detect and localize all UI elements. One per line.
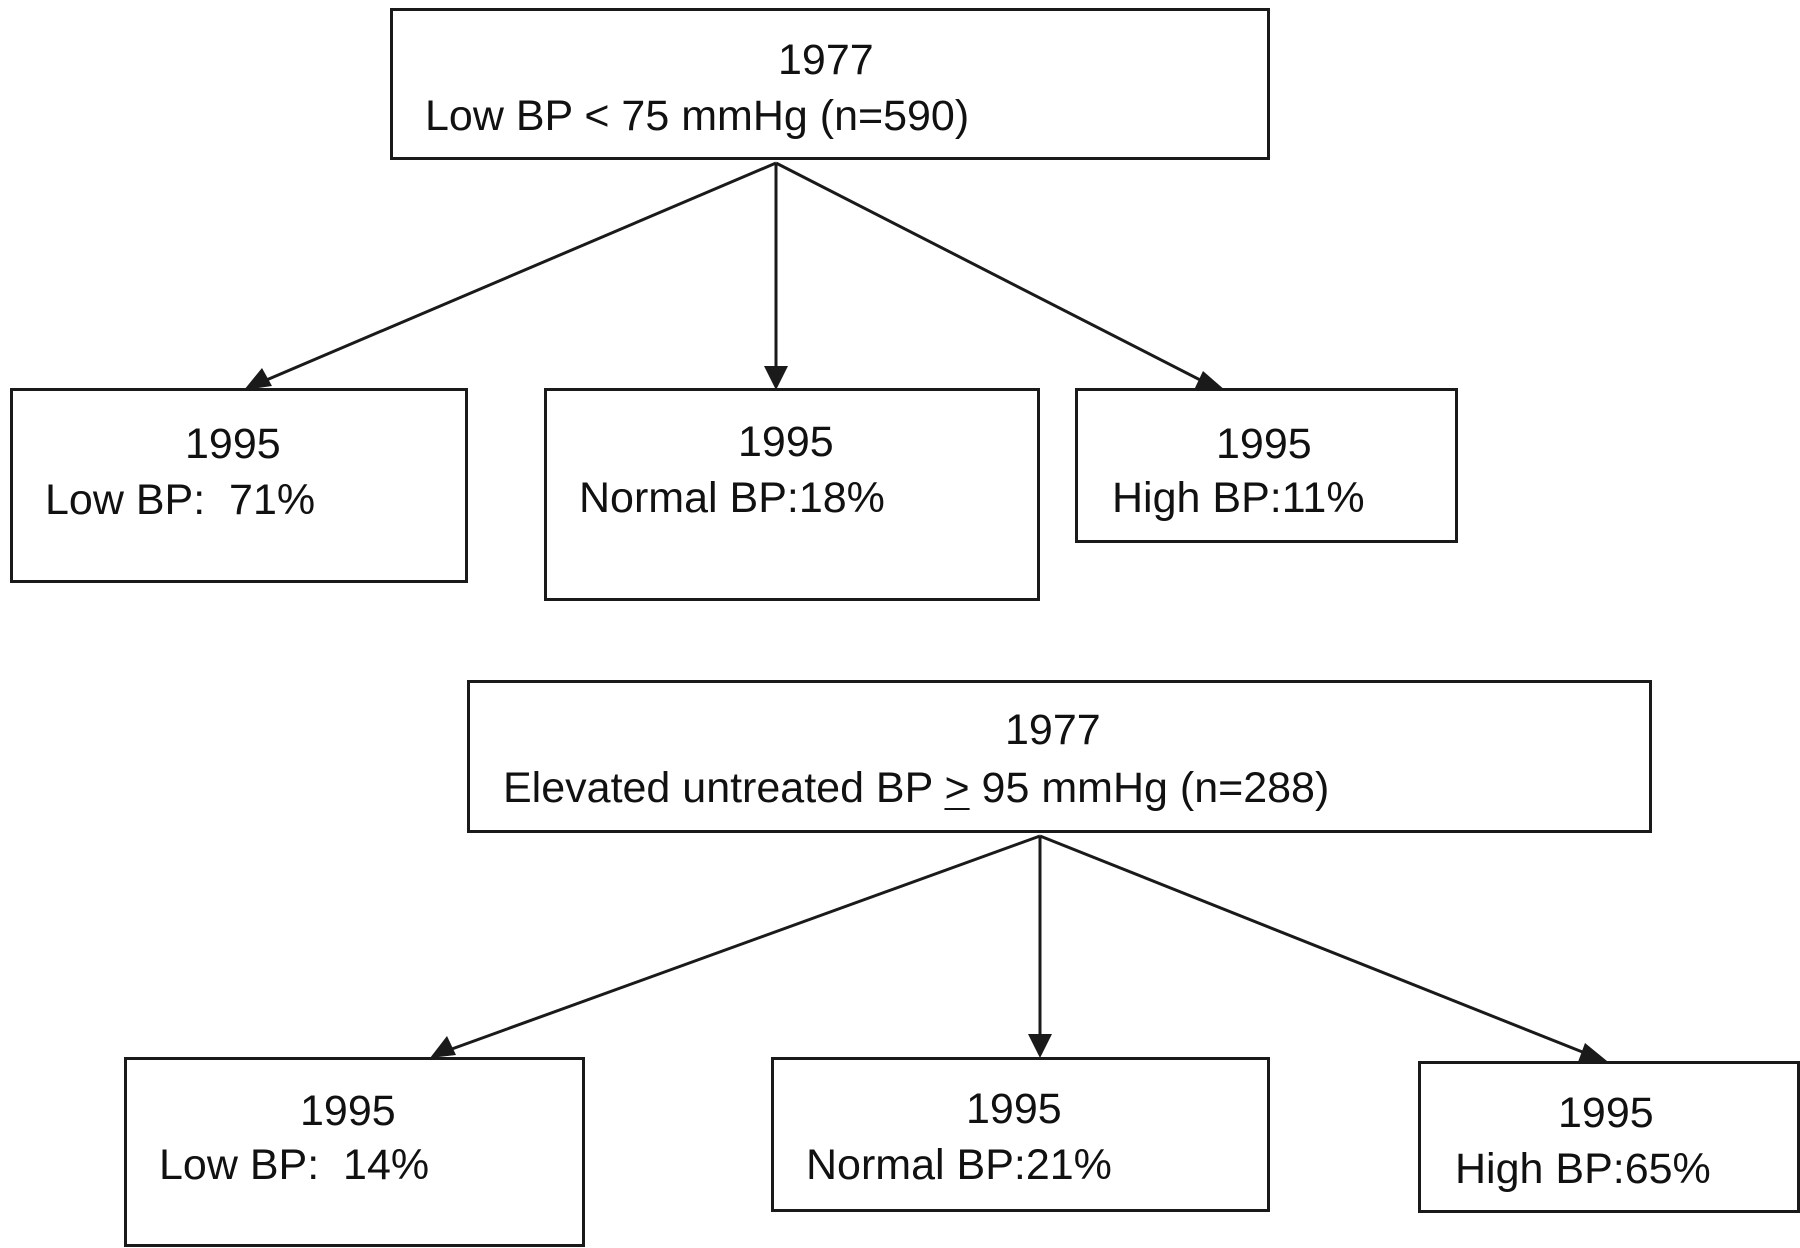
root-box-1977-low-bp: 1977 Low BP < 75 mmHg (n=590)	[390, 8, 1270, 160]
child-label: Normal BP:21%	[806, 1141, 1112, 1189]
arrows-diagram-1	[244, 161, 1226, 391]
child-year: 1995	[966, 1085, 1062, 1133]
arrowhead-icon	[1194, 371, 1226, 391]
arrowhead-icon	[764, 366, 788, 390]
arrows-diagram-2	[430, 834, 1607, 1062]
child-label: High BP:65%	[1455, 1145, 1711, 1193]
arrow-to-high-bp	[775, 161, 1211, 387]
arrow-to-low-bp	[437, 834, 1041, 1056]
child-box-normal-bp: 1995 Normal BP:18%	[544, 388, 1040, 601]
root-box-1977-elevated-bp: 1977 Elevated untreated BP > 95 mmHg (n=…	[467, 680, 1652, 833]
child-box-low-bp: 1995 Low BP: 71%	[10, 388, 468, 583]
greater-equal-symbol: >	[944, 764, 970, 812]
root-label-text: Elevated untreated BP	[503, 764, 945, 812]
arrowhead-icon	[430, 1036, 456, 1058]
child-label: Low BP: 71%	[45, 476, 316, 524]
root-year: 1977	[778, 36, 874, 84]
child-label: High BP:11%	[1112, 474, 1365, 522]
child-year: 1995	[1216, 420, 1312, 468]
child-year: 1995	[738, 418, 834, 466]
child-box-low-bp: 1995 Low BP: 14%	[124, 1057, 585, 1247]
arrowhead-icon	[1578, 1043, 1607, 1062]
root-label: Elevated untreated BP > 95 mmHg (n=288)	[503, 767, 1329, 810]
root-label: Low BP < 75 mmHg (n=590)	[425, 92, 970, 140]
child-label: Normal BP:18%	[579, 474, 885, 522]
child-year: 1995	[185, 420, 281, 468]
child-year: 1995	[1558, 1089, 1654, 1137]
arrowhead-icon	[1028, 1034, 1052, 1058]
root-label-text-post: 95 mmHg (n=288)	[969, 764, 1330, 812]
child-label: Low BP: 14%	[159, 1141, 430, 1189]
root-year: 1977	[1005, 706, 1101, 754]
child-box-normal-bp: 1995 Normal BP:21%	[771, 1057, 1270, 1212]
child-box-high-bp: 1995 High BP:11%	[1075, 388, 1458, 543]
arrow-to-high-bp	[1039, 834, 1591, 1057]
child-year: 1995	[300, 1087, 396, 1135]
child-box-high-bp: 1995 High BP:65%	[1418, 1061, 1800, 1213]
arrow-to-low-bp	[249, 161, 777, 389]
arrowhead-icon	[244, 368, 272, 390]
